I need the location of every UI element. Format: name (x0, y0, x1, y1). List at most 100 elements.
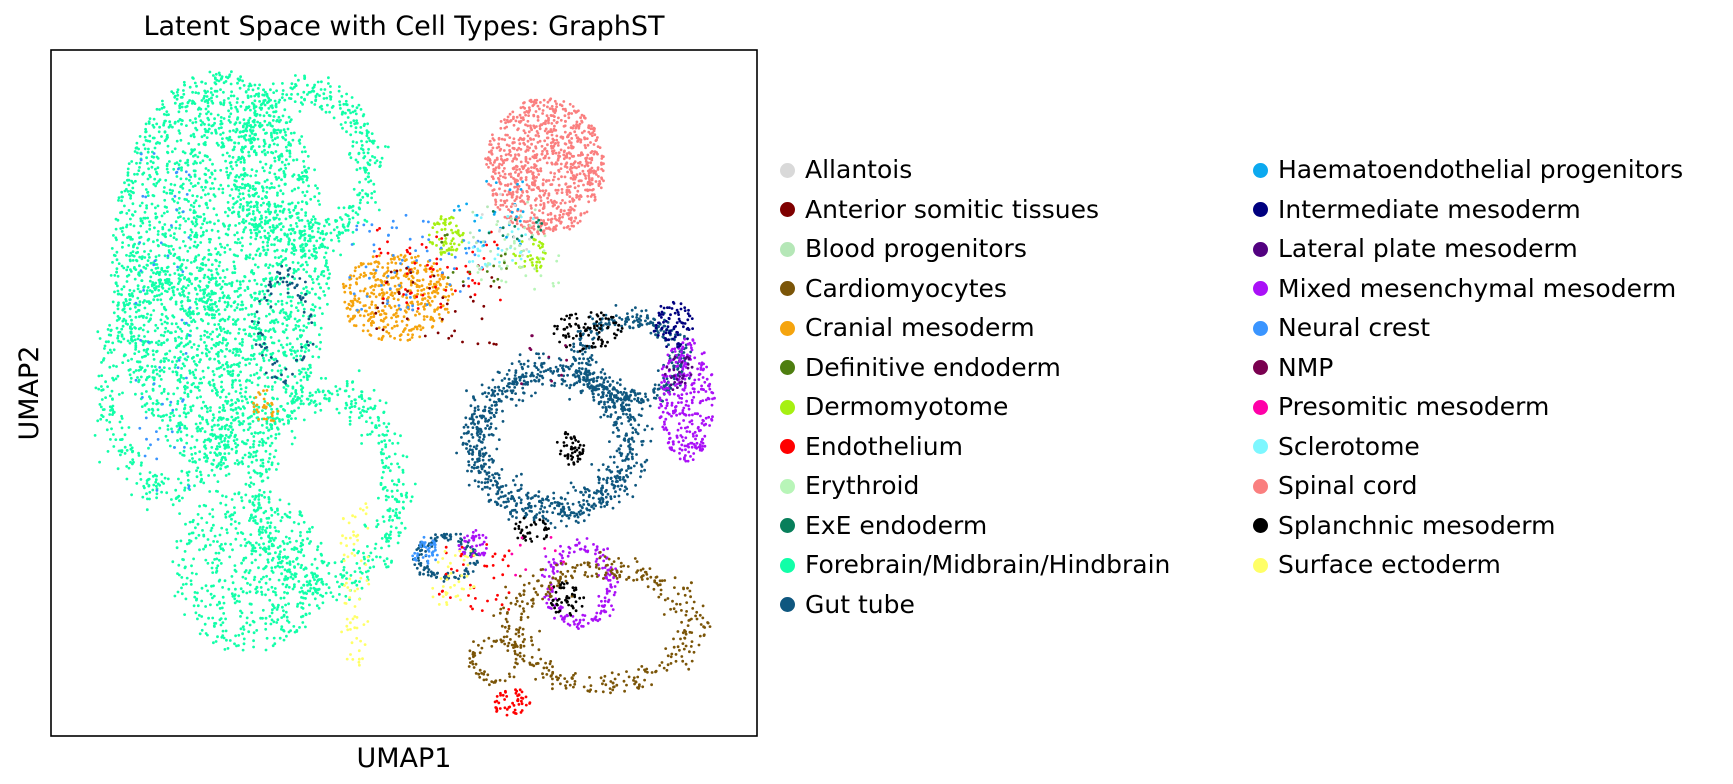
data-point (226, 243, 229, 247)
data-point (245, 378, 249, 382)
data-point (217, 236, 221, 240)
data-point (309, 308, 313, 311)
data-point (235, 101, 239, 104)
data-point (293, 317, 297, 321)
data-point (193, 224, 197, 228)
data-point (235, 174, 239, 177)
data-point (203, 329, 207, 333)
data-point (221, 291, 225, 295)
data-point (206, 305, 210, 309)
data-point (264, 593, 267, 597)
data-point (363, 122, 366, 126)
data-point (268, 526, 272, 529)
data-point (234, 121, 238, 125)
data-point (258, 217, 262, 221)
data-point (303, 229, 306, 233)
data-point (320, 559, 324, 563)
data-point (168, 160, 171, 163)
data-point (141, 255, 144, 258)
data-point (278, 553, 281, 556)
data-point (199, 269, 202, 272)
data-point (254, 587, 258, 591)
data-point (262, 490, 266, 494)
data-point (155, 107, 159, 111)
data-point (323, 224, 326, 228)
data-point (237, 287, 241, 290)
data-point (234, 433, 237, 437)
data-point (189, 237, 193, 241)
data-point (160, 302, 164, 306)
data-point (153, 329, 157, 333)
data-point (173, 95, 177, 99)
data-point (272, 636, 276, 640)
data-point (274, 436, 278, 440)
data-point (123, 181, 126, 185)
data-point (222, 462, 226, 465)
data-point (158, 426, 162, 430)
data-point (377, 434, 381, 437)
data-point (324, 264, 327, 268)
data-point (187, 200, 190, 203)
data-point (155, 496, 159, 500)
data-point (220, 245, 224, 249)
data-point (252, 272, 255, 276)
data-point (214, 130, 218, 134)
data-point (182, 240, 185, 243)
data-point (217, 79, 221, 83)
data-point (323, 256, 326, 259)
data-point (314, 184, 317, 188)
data-point (198, 279, 202, 283)
data-point (272, 455, 276, 459)
data-point (165, 491, 169, 495)
data-point (345, 382, 349, 386)
data-point (145, 206, 149, 210)
data-point (176, 439, 179, 442)
data-point (198, 151, 202, 155)
data-point (175, 90, 179, 94)
data-point (176, 590, 180, 594)
data-point (171, 150, 174, 154)
data-point (128, 326, 132, 330)
data-point (368, 432, 372, 436)
data-point (234, 537, 238, 541)
data-point (550, 146, 554, 150)
data-point (306, 93, 309, 96)
data-point (273, 249, 277, 253)
data-point (175, 540, 179, 543)
data-point (580, 131, 584, 135)
data-point (248, 116, 252, 120)
data-point (302, 246, 305, 250)
data-point (599, 186, 603, 190)
data-point (176, 288, 180, 291)
data-point (231, 206, 235, 209)
data-point (118, 420, 122, 424)
data-point (205, 229, 209, 233)
data-point (161, 103, 165, 106)
data-point (141, 221, 145, 225)
data-point (186, 381, 190, 385)
data-point (355, 583, 359, 587)
data-point (257, 543, 261, 546)
data-point (299, 301, 303, 304)
data-point (357, 206, 361, 210)
data-point (264, 627, 268, 631)
data-point (226, 510, 229, 514)
data-point (164, 357, 168, 360)
data-point (211, 434, 215, 438)
data-point (255, 363, 259, 366)
data-point (315, 566, 319, 570)
data-point (223, 250, 227, 254)
data-point (205, 312, 209, 315)
data-point (276, 191, 279, 195)
data-point (176, 430, 180, 434)
data-point (247, 422, 251, 426)
data-point (170, 281, 173, 285)
data-point (171, 503, 175, 507)
data-point (269, 506, 273, 510)
data-point (128, 301, 132, 305)
data-point (213, 473, 216, 477)
data-point (253, 320, 256, 323)
data-point (293, 375, 297, 378)
data-point (176, 93, 180, 97)
data-point (125, 187, 128, 191)
